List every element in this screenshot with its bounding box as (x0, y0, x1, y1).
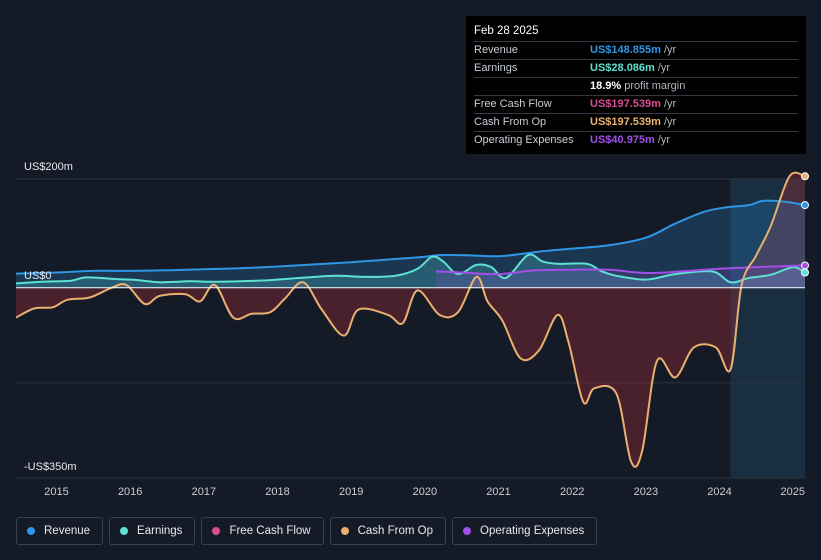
tooltip-row-unit: /yr (663, 44, 677, 56)
tooltip-row-unit: /yr (663, 98, 677, 110)
x-tick-label: 2016 (118, 486, 142, 498)
legend-dot-icon (27, 527, 35, 535)
cash-from-op-end-dot (801, 172, 809, 181)
tooltip-row: 18.9% profit margin (474, 78, 798, 96)
legend-item-label: Cash From Op (357, 525, 434, 537)
x-tick-label: 2017 (192, 486, 216, 498)
tooltip-row-unit: /yr (657, 62, 671, 74)
legend-item-label: Free Cash Flow (229, 525, 311, 537)
legend: Revenue Earnings Free Cash Flow Cash From O… (16, 517, 603, 545)
x-tick-label: 2024 (707, 486, 731, 498)
x-tick-label: 2025 (781, 486, 805, 498)
x-tick-label: 2015 (44, 486, 68, 498)
earnings-end-dot (801, 268, 809, 277)
tooltip-row-value: 18.9% (590, 80, 622, 92)
tooltip-row-value: US$197.539m (590, 116, 661, 128)
legend-item-label: Revenue (44, 525, 91, 537)
tooltip-row-label (474, 78, 590, 95)
forecast-band (730, 179, 805, 478)
x-axis-ticks: 2015 2016 2017 2018 2019 2020 2021 2022 2023 2024… (44, 486, 805, 498)
tooltip-row-unit: /yr (657, 134, 671, 146)
legend-item-earnings[interactable]: Earnings (109, 517, 196, 545)
tooltip-row: Earnings US$28.086m/yr (474, 60, 798, 78)
legend-item-cash-from-op[interactable]: Cash From Op (329, 517, 447, 545)
gridlines (16, 178, 805, 479)
x-tick-label: 2018 (265, 486, 289, 498)
legend-item-operating-expenses[interactable]: Operating Expenses (452, 517, 598, 545)
legend-item-label: Earnings (137, 525, 183, 537)
tooltip-row: Cash From Op US$197.539m/yr (474, 114, 798, 132)
tooltip-row-value: US$28.086m (590, 62, 655, 74)
tooltip-row: Operating Expenses US$40.975m/yr (474, 132, 798, 149)
tooltip: Feb 28 2025 Revenue US$148.855m/yr Earning… (466, 16, 806, 154)
cash-from-op-area (16, 172, 805, 467)
tooltip-row-label: Earnings (474, 62, 518, 74)
x-tick-label: 2022 (560, 486, 584, 498)
tooltip-row-unit: profit margin (624, 80, 686, 92)
tooltip-date: Feb 28 2025 (474, 24, 798, 42)
x-tick-label: 2023 (634, 486, 658, 498)
revenue-area (16, 200, 805, 288)
x-tick-label: 2021 (486, 486, 510, 498)
tooltip-row: Free Cash Flow US$197.539m/yr (474, 96, 798, 114)
legend-dot-icon (463, 527, 472, 535)
earnings-area (16, 254, 805, 288)
cash-from-op-line (15, 171, 806, 468)
earnings-line (15, 253, 806, 285)
legend-dot-icon (340, 527, 349, 535)
legend-item-revenue[interactable]: Revenue (16, 517, 104, 545)
revenue-line (15, 199, 806, 275)
tooltip-row-value: US$40.975m (590, 134, 655, 146)
tooltip-row: Revenue US$148.855m/yr (474, 42, 798, 60)
y-axis-top-label: US$200m (24, 161, 73, 173)
legend-item-free-cash-flow[interactable]: Free Cash Flow (201, 517, 324, 545)
tooltip-row-label: Cash From Op (474, 116, 547, 128)
tooltip-row-label: Operating Expenses (474, 134, 574, 146)
legend-dot-icon (212, 527, 221, 535)
revenue-end-dot (801, 201, 809, 210)
tooltip-row-unit: /yr (663, 116, 677, 128)
legend-item-label: Operating Expenses (480, 525, 585, 537)
tooltip-row-value: US$148.855m (590, 44, 661, 56)
end-dots (801, 172, 809, 277)
operating-expenses-line (435, 264, 806, 276)
x-tick-label: 2020 (413, 486, 437, 498)
tooltip-row-value: US$197.539m (590, 98, 661, 110)
tooltip-row-label: Revenue (474, 44, 519, 56)
operating-expenses-end-dot (801, 261, 809, 270)
x-tick-label: 2019 (339, 486, 363, 498)
y-axis-zero-label: US$0 (24, 270, 52, 282)
y-axis-bottom-label: -US$350m (24, 461, 77, 473)
tooltip-row-label: Free Cash Flow (474, 98, 552, 110)
legend-dot-icon (120, 527, 129, 535)
